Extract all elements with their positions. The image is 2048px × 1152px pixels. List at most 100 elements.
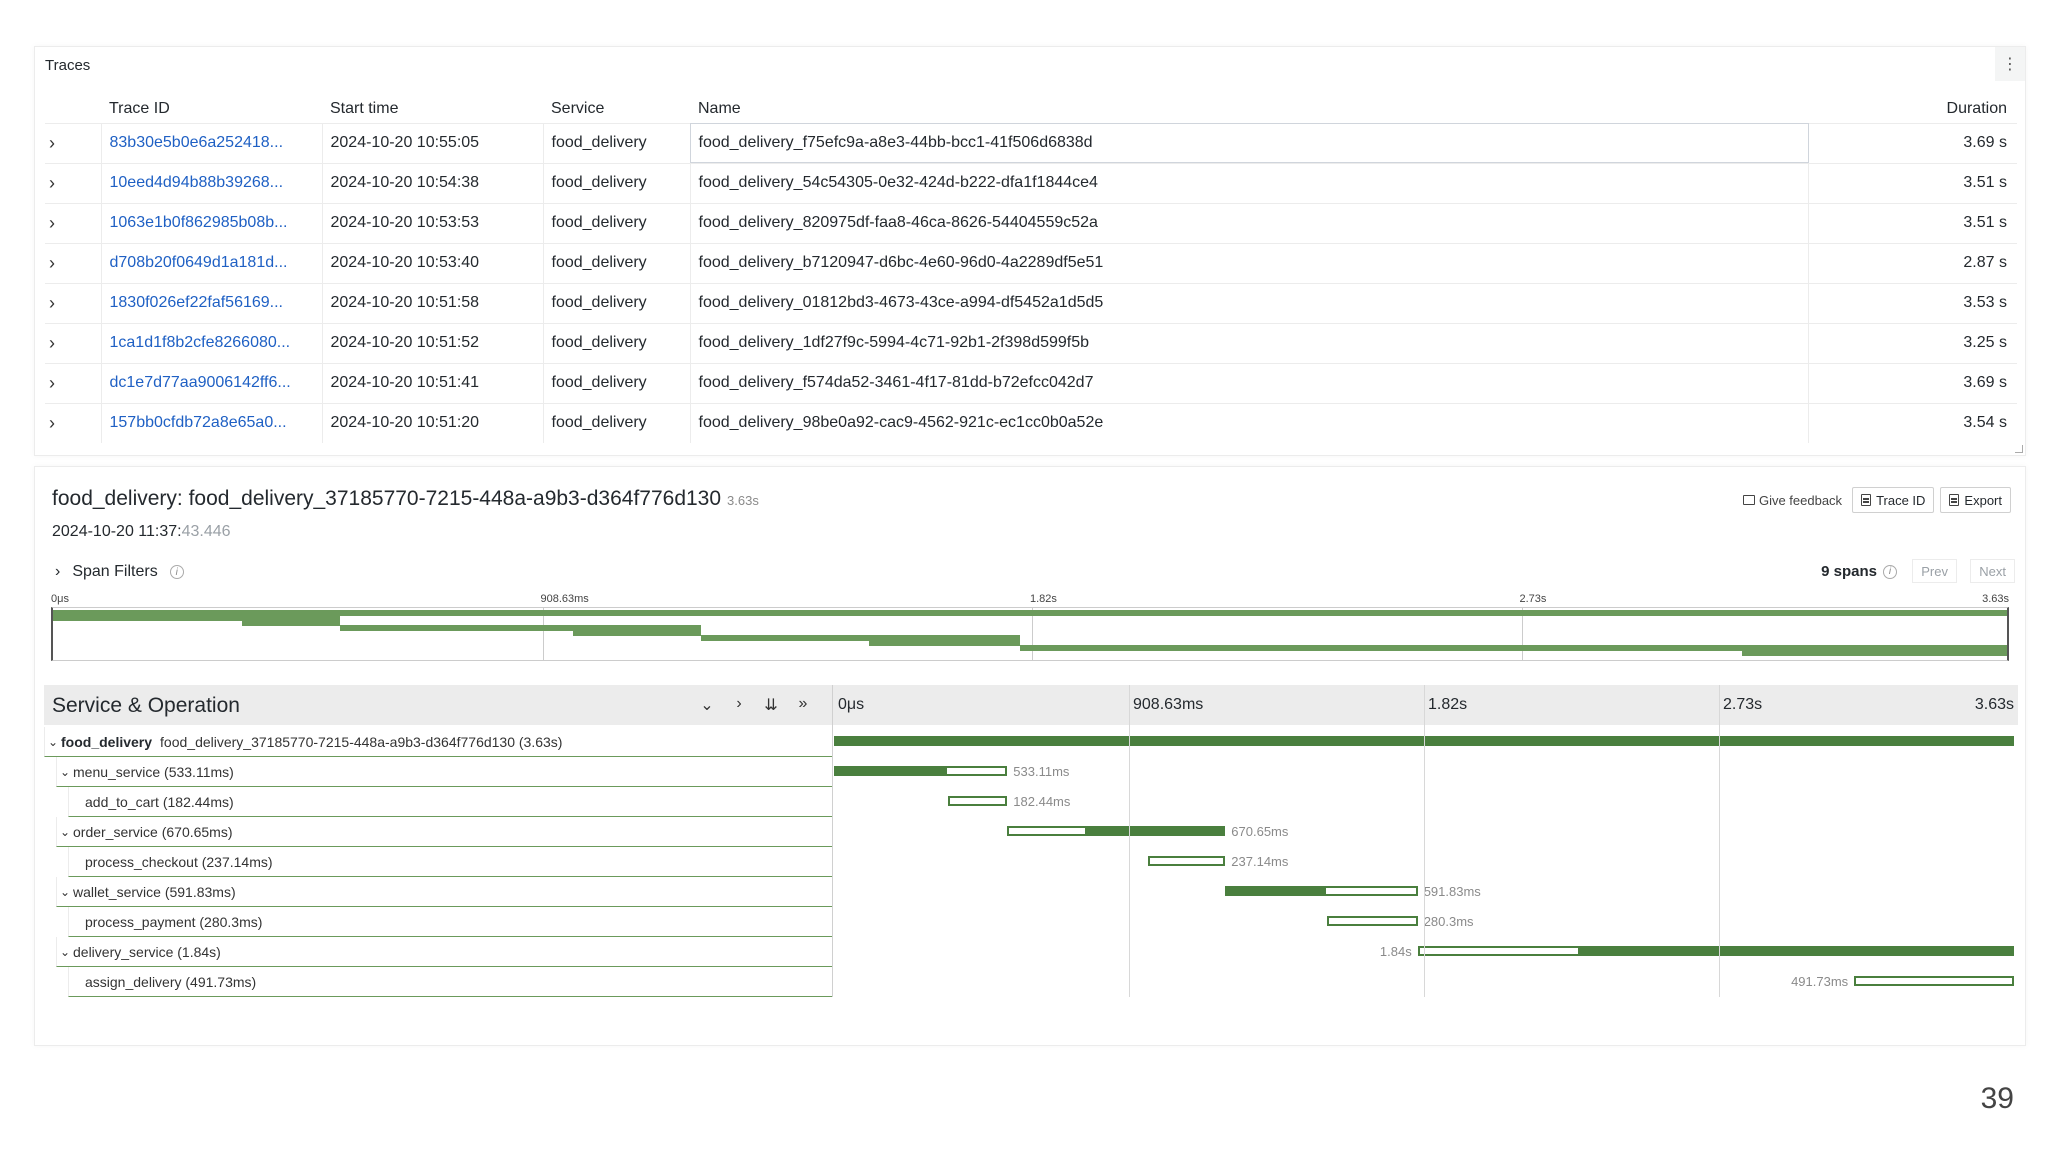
give-feedback-link[interactable]: Give feedback bbox=[1742, 493, 1842, 508]
span-row[interactable]: process_payment (280.3ms) 280.3ms bbox=[44, 907, 2018, 937]
expand-row-icon[interactable]: › bbox=[45, 282, 101, 323]
span-bar[interactable] bbox=[947, 796, 1008, 806]
trace-id-button[interactable]: Trace ID bbox=[1852, 487, 1935, 513]
span-service-name: food_delivery bbox=[61, 733, 153, 750]
expand-row-icon[interactable]: › bbox=[45, 122, 101, 163]
span-bar[interactable] bbox=[1225, 886, 1418, 896]
header-start-time[interactable]: Start time bbox=[330, 99, 399, 117]
export-button[interactable]: Export bbox=[1940, 487, 2011, 513]
trace-id-link[interactable]: 1063e1b0f862985b08b... bbox=[100, 202, 322, 243]
chevron-down-icon[interactable]: ⌄ bbox=[59, 824, 71, 839]
name-cell: food_delivery_b7120947-d6bc-4e60-96d0-4a… bbox=[689, 242, 1809, 283]
table-row[interactable]: › 1ca1d1f8b2cfe8266080... 2024-10-20 10:51… bbox=[45, 322, 2017, 363]
expand-row-icon[interactable]: › bbox=[45, 402, 101, 443]
minimap-span-bar bbox=[1019, 645, 2007, 651]
span-bar[interactable] bbox=[834, 766, 1008, 776]
start-time-cell: 2024-10-20 10:51:20 bbox=[321, 402, 543, 443]
table-row[interactable]: › 157bb0cfdb72a8e65a0... 2024-10-20 10:51:… bbox=[45, 402, 2017, 443]
start-time-cell: 2024-10-20 10:54:38 bbox=[321, 162, 543, 203]
span-row[interactable]: ⌄ menu_service (533.11ms) 533.11ms bbox=[44, 757, 2018, 787]
span-bar[interactable] bbox=[1148, 856, 1226, 866]
waterfall-header: Service & Operation ⌄ › ⇊ » 0μs 908.63ms 1… bbox=[44, 685, 2018, 725]
span-bar[interactable] bbox=[1854, 976, 2014, 986]
panel-menu-icon[interactable]: ⋮ bbox=[1995, 47, 2025, 81]
span-name[interactable]: ⌄ order_service (670.65ms) bbox=[56, 817, 832, 847]
span-duration-label: 491.73ms bbox=[1791, 974, 1849, 989]
name-cell: food_delivery_98be0a92-cac9-4562-921c-ec… bbox=[689, 402, 1809, 443]
table-row[interactable]: › 83b30e5b0e6a252418... 2024-10-20 10:55:0… bbox=[45, 122, 2017, 163]
name-cell: food_delivery_820975df-faa8-46ca-8626-54… bbox=[689, 202, 1809, 243]
minimap-tick-label: 1.82s bbox=[1030, 593, 1057, 605]
span-name[interactable]: ⌄ wallet_service (591.83ms) bbox=[56, 877, 832, 907]
span-bar[interactable] bbox=[1417, 946, 2014, 956]
minimap-span-bar bbox=[868, 640, 1020, 646]
collapse-one-icon[interactable]: ⌄ bbox=[700, 697, 714, 714]
span-operation-label: process_payment (280.3ms) bbox=[85, 913, 263, 930]
chevron-down-icon[interactable]: ⌄ bbox=[59, 764, 71, 779]
column-resizer[interactable] bbox=[832, 685, 833, 997]
trace-minimap[interactable]: 0μs 908.63ms 1.82s 2.73s 3.63s bbox=[51, 593, 2009, 661]
trace-id-link[interactable]: d708b20f0649d1a181d... bbox=[100, 242, 322, 283]
span-operation-label: wallet_service (591.83ms) bbox=[73, 883, 236, 900]
header-name[interactable]: Name bbox=[698, 99, 741, 117]
trace-id-link[interactable]: 157bb0cfdb72a8e65a0... bbox=[100, 402, 322, 443]
table-row[interactable]: › d708b20f0649d1a181d... 2024-10-20 10:53:… bbox=[45, 242, 2017, 283]
table-row[interactable]: › 1830f026ef22faf56169... 2024-10-20 10:51… bbox=[45, 282, 2017, 323]
span-row[interactable]: ⌄ delivery_service (1.84s) 1.84s bbox=[44, 937, 2018, 967]
header-duration[interactable]: Duration bbox=[1946, 99, 2007, 117]
span-filters-toggle[interactable]: › Span Filters i bbox=[55, 563, 184, 581]
span-name[interactable]: process_checkout (237.14ms) bbox=[68, 847, 832, 877]
expand-all-icon[interactable]: » bbox=[798, 695, 808, 712]
expand-row-icon[interactable]: › bbox=[45, 322, 101, 363]
span-name[interactable]: ⌄ food_delivery food_delivery_37185770-721… bbox=[44, 727, 832, 757]
span-row[interactable]: process_checkout (237.14ms) 237.14ms bbox=[44, 847, 2018, 877]
resize-handle[interactable] bbox=[2015, 445, 2023, 453]
next-button[interactable]: Next bbox=[1970, 559, 2015, 583]
table-header: Trace ID Start time Service Name Duratio… bbox=[45, 95, 2017, 123]
header-trace-id[interactable]: Trace ID bbox=[109, 99, 170, 117]
span-row[interactable]: ⌄ order_service (670.65ms) 670.65ms bbox=[44, 817, 2018, 847]
span-name[interactable]: ⌄ delivery_service (1.84s) bbox=[56, 937, 832, 967]
chevron-down-icon[interactable]: ⌄ bbox=[59, 884, 71, 899]
table-row[interactable]: › 10eed4d94b88b39268... 2024-10-20 10:54:3… bbox=[45, 162, 2017, 203]
prev-button[interactable]: Prev bbox=[1912, 559, 1957, 583]
trace-id-link[interactable]: 1ca1d1f8b2cfe8266080... bbox=[100, 322, 322, 363]
expand-row-icon[interactable]: › bbox=[45, 162, 101, 203]
duration-cell: 3.69 s bbox=[1808, 362, 2017, 403]
duration-cell: 3.53 s bbox=[1808, 282, 2017, 323]
table-row[interactable]: › dc1e7d77aa9006142ff6... 2024-10-20 10:51… bbox=[45, 362, 2017, 403]
duration-cell: 3.69 s bbox=[1808, 122, 2017, 163]
span-bar[interactable] bbox=[1326, 916, 1418, 926]
span-name[interactable]: process_payment (280.3ms) bbox=[68, 907, 832, 937]
expand-row-icon[interactable]: › bbox=[45, 242, 101, 283]
expand-row-icon[interactable]: › bbox=[45, 202, 101, 243]
trace-id-link[interactable]: dc1e7d77aa9006142ff6... bbox=[100, 362, 322, 403]
span-duration-label: 182.44ms bbox=[1013, 794, 1071, 809]
span-row[interactable]: ⌄ food_delivery food_delivery_37185770-721… bbox=[44, 727, 2018, 757]
duration-cell: 3.54 s bbox=[1808, 402, 2017, 443]
span-row[interactable]: assign_delivery (491.73ms) 491.73ms bbox=[44, 967, 2018, 997]
trace-detail-panel: food_delivery: food_delivery_37185770-72… bbox=[34, 466, 2026, 1046]
trace-duration: 3.63s bbox=[727, 493, 759, 508]
span-bar[interactable] bbox=[1007, 826, 1226, 836]
table-row[interactable]: › 1063e1b0f862985b08b... 2024-10-20 10:53:… bbox=[45, 202, 2017, 243]
span-row[interactable]: add_to_cart (182.44ms) 182.44ms bbox=[44, 787, 2018, 817]
span-name[interactable]: ⌄ menu_service (533.11ms) bbox=[56, 757, 832, 787]
service-cell: food_delivery bbox=[542, 322, 690, 363]
span-row[interactable]: ⌄ wallet_service (591.83ms) 591.83ms bbox=[44, 877, 2018, 907]
chevron-down-icon[interactable]: ⌄ bbox=[47, 734, 59, 749]
span-name[interactable]: assign_delivery (491.73ms) bbox=[68, 967, 832, 997]
timeline-tick-label: 2.73s bbox=[1723, 696, 1763, 713]
trace-id-link[interactable]: 1830f026ef22faf56169... bbox=[100, 282, 322, 323]
trace-id-link[interactable]: 10eed4d94b88b39268... bbox=[100, 162, 322, 203]
expand-row-icon[interactable]: › bbox=[45, 362, 101, 403]
header-service[interactable]: Service bbox=[551, 99, 605, 117]
chevron-down-icon[interactable]: ⌄ bbox=[59, 944, 71, 959]
trace-id-button-label: Trace ID bbox=[1876, 492, 1926, 508]
collapse-all-icon[interactable]: ⇊ bbox=[764, 697, 778, 714]
span-name[interactable]: add_to_cart (182.44ms) bbox=[68, 787, 832, 817]
spans-count-label: 9 spans bbox=[1821, 563, 1877, 580]
expand-one-icon[interactable]: › bbox=[736, 695, 742, 712]
trace-id-link[interactable]: 83b30e5b0e6a252418... bbox=[100, 122, 322, 163]
minimap-canvas[interactable] bbox=[51, 607, 2009, 661]
